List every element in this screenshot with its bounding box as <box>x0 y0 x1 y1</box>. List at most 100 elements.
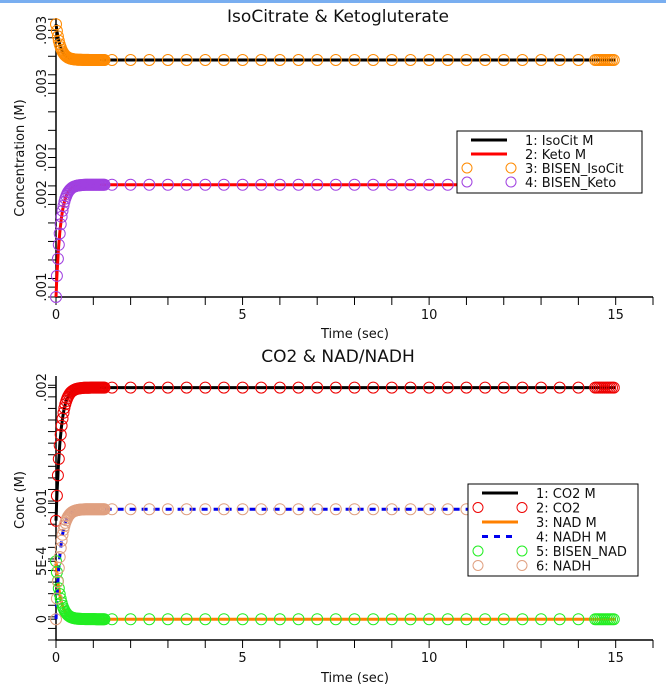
series-point-5 <box>106 613 118 626</box>
series-point-3 <box>180 54 193 66</box>
series-point-6 <box>199 503 212 516</box>
series-point-4 <box>50 291 62 303</box>
series-point-2 <box>479 381 492 394</box>
series-point-6 <box>441 503 454 516</box>
series-point-4 <box>236 178 249 191</box>
series-point-4 <box>53 227 66 240</box>
series-point-5 <box>217 613 230 626</box>
legend-swatch-circle <box>516 560 528 571</box>
chart-isocitrate-ketogluterate: IsoCitrate & Ketogluterate Time (sec) Co… <box>13 7 654 342</box>
legend-swatch-circle <box>461 176 473 188</box>
x-tick-label: 0 <box>52 651 60 666</box>
series-point-4 <box>50 269 63 282</box>
series-point-6 <box>404 503 417 516</box>
series-point-4 <box>124 178 137 191</box>
legend-swatch-circle <box>472 560 484 571</box>
series-point-4 <box>255 178 268 191</box>
legend-swatch-circle <box>472 502 484 513</box>
series-point-3 <box>385 54 398 66</box>
series-point-3 <box>404 54 417 66</box>
series-point-6 <box>51 575 64 588</box>
x-tick-label: 0 <box>52 308 60 323</box>
series-point-5 <box>124 613 137 626</box>
series-point-6 <box>143 503 156 516</box>
series-point-6 <box>50 592 63 605</box>
y-tick-label: .002 <box>35 143 50 172</box>
series-point-3 <box>311 54 324 66</box>
series-point-2 <box>124 381 137 394</box>
y-tick-label: 0 <box>35 615 50 623</box>
series-point-6 <box>311 503 324 516</box>
series-point-2 <box>199 381 212 394</box>
series-point-2 <box>572 381 585 394</box>
series-point-3 <box>50 24 63 37</box>
series-point-2 <box>50 489 63 502</box>
series-point-2 <box>516 381 529 394</box>
series-point-3 <box>217 54 230 66</box>
series-point-2 <box>460 381 473 394</box>
series-point-3 <box>497 54 510 66</box>
series-point-3 <box>98 54 111 66</box>
series-point-5 <box>311 613 324 626</box>
window-accent-bar <box>0 0 666 3</box>
series-point-6 <box>124 503 137 516</box>
x-tick-label: 15 <box>607 651 624 666</box>
series-point-2 <box>57 406 70 419</box>
series-point-4 <box>143 178 156 191</box>
legend-swatch-circle <box>516 502 528 513</box>
series-point-2 <box>98 381 111 394</box>
series-point-6 <box>367 503 380 516</box>
series-point-4 <box>199 178 212 191</box>
series-point-3 <box>292 54 305 66</box>
series-point-2 <box>255 381 268 394</box>
series-point-2 <box>367 381 380 394</box>
series-point-6 <box>50 613 62 626</box>
series-point-6 <box>98 503 111 516</box>
series-point-2 <box>180 381 193 394</box>
y-tick-label: .003 <box>35 16 50 45</box>
series-point-5 <box>572 613 585 626</box>
y-tick-label: .003 <box>35 69 50 98</box>
series-point-3 <box>143 54 156 66</box>
series-point-6 <box>106 503 118 516</box>
series-line-3 <box>54 561 616 621</box>
series-point-4 <box>180 178 193 191</box>
series-point-2 <box>50 514 62 527</box>
series-line-1 <box>54 23 616 62</box>
series-point-4 <box>385 178 398 191</box>
series-point-6 <box>217 503 230 516</box>
series-point-6 <box>161 503 174 516</box>
series-point-5 <box>479 613 492 626</box>
series-point-5 <box>367 613 380 626</box>
series-point-3 <box>553 54 566 66</box>
chart-title: CO2 & NAD/NADH <box>261 347 415 367</box>
series-point-2 <box>497 381 510 394</box>
series-point-5 <box>441 613 454 626</box>
legend-label: 4: BISEN_Keto <box>525 176 616 191</box>
series-point-5 <box>516 613 529 626</box>
x-axis-label: Time (sec) <box>320 327 389 342</box>
y-tick-label: 5E-4 <box>35 547 50 576</box>
series-point-3 <box>236 54 249 66</box>
x-tick-label: 5 <box>238 308 246 323</box>
series-point-3 <box>479 54 492 66</box>
legend-box <box>467 483 639 577</box>
x-tick-label: 15 <box>607 308 624 323</box>
series-point-4 <box>329 178 342 191</box>
series-point-6 <box>329 503 342 516</box>
series-point-3 <box>161 54 174 66</box>
series-point-3 <box>367 54 380 66</box>
series-point-2 <box>54 428 67 441</box>
series-point-6 <box>236 503 249 516</box>
series-point-3 <box>423 54 436 66</box>
chart-title: IsoCitrate & Ketogluterate <box>227 7 449 27</box>
legend-label: 5: BISEN_NAD <box>536 545 627 560</box>
series-point-2 <box>292 381 305 394</box>
series-point-5 <box>348 613 361 626</box>
legend-swatch-circle <box>461 162 473 174</box>
series-point-3 <box>607 54 620 66</box>
series-point-5 <box>497 613 510 626</box>
series-point-5 <box>98 613 111 626</box>
series-point-4 <box>367 178 380 191</box>
legend-swatch-circle <box>505 162 517 174</box>
